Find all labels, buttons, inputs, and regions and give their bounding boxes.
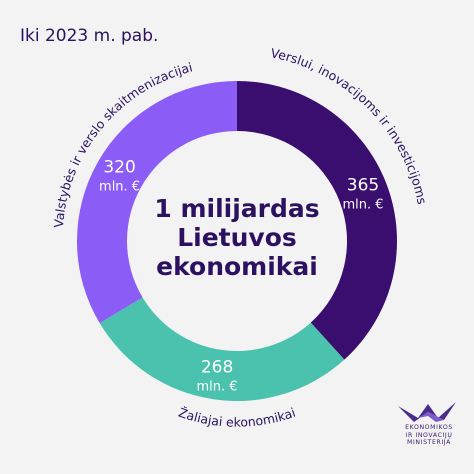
slice-value-business: 365 (347, 175, 379, 195)
donut-slice-digital (77, 81, 237, 324)
logo-line2: IR INOVACIJŲ (405, 431, 453, 439)
donut-slice-green (99, 297, 345, 401)
ministry-logo-text: EKONOMIKOS IR INOVACIJŲ MINISTERIJA (392, 424, 466, 447)
logo-line1: EKONOMIKOS (405, 424, 453, 431)
logo-line3: MINISTERIJA (407, 439, 451, 447)
center-title-line3: ekonomikai (156, 252, 318, 281)
center-title-line2: Lietuvos (177, 223, 297, 252)
slice-unit-business: mln. € (342, 197, 383, 212)
slice-unit-green: mln. € (197, 380, 238, 395)
slice-value-digital: 320 (103, 157, 135, 177)
ministry-logo-icon (398, 402, 456, 422)
slice-value-green: 268 (201, 358, 233, 378)
period-label: Iki 2023 m. pab. (20, 26, 159, 46)
slice-label-green: Žaliajai ekonomikai (177, 405, 298, 430)
center-title-line1: 1 milijardas (154, 194, 319, 223)
donut-slice-business (237, 81, 397, 360)
slice-unit-digital: mln. € (99, 179, 140, 194)
